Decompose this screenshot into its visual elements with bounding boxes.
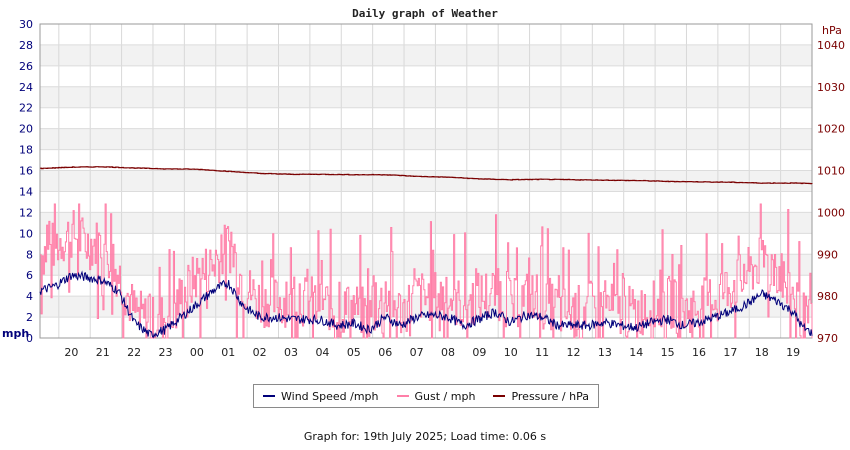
legend-label-wind: Wind Speed /mph <box>281 389 379 403</box>
gust-series-line <box>40 203 813 339</box>
x-tick-label: 21 <box>96 346 110 359</box>
y-left-tick-label: 4 <box>26 290 33 303</box>
grid-band <box>40 275 812 297</box>
y-left-unit: mph <box>2 327 29 340</box>
grid-band <box>40 191 812 213</box>
y-left-tick-label: 28 <box>19 39 33 52</box>
x-tick-label: 06 <box>378 346 392 359</box>
x-tick-label: 17 <box>723 346 737 359</box>
grid-band <box>40 254 812 276</box>
x-tick-label: 09 <box>472 346 486 359</box>
grid-band <box>40 317 812 338</box>
y-left-tick-label: 18 <box>19 144 33 157</box>
x-tick-label: 05 <box>347 346 361 359</box>
x-tick-label: 08 <box>441 346 455 359</box>
x-tick-label: 22 <box>127 346 141 359</box>
y-left-tick-label: 20 <box>19 123 33 136</box>
x-tick-label: 16 <box>692 346 706 359</box>
plot-frame <box>39 23 813 339</box>
legend-item-pressure: Pressure / hPa <box>493 390 589 403</box>
grid-band <box>40 107 812 129</box>
legend-label-pressure: Pressure / hPa <box>511 389 589 403</box>
y-right-tick-label: 980 <box>817 290 838 303</box>
grid-band <box>40 86 812 108</box>
y-left-tick-label: 24 <box>19 81 33 94</box>
y-right-tick-label: 970 <box>817 332 838 345</box>
y-left-tick-label: 2 <box>26 311 33 324</box>
grid-band <box>40 128 812 150</box>
legend-item-gust: Gust / mph <box>396 389 476 403</box>
legend-label-gust: Gust / mph <box>414 389 476 403</box>
x-tick-label: 01 <box>221 346 235 359</box>
x-tick-label: 02 <box>253 346 267 359</box>
x-tick-label: 19 <box>786 346 800 359</box>
grid-band <box>40 24 812 45</box>
legend-swatch-pressure <box>493 395 506 397</box>
wind-speed-series-line <box>39 270 813 339</box>
y-left-tick-label: 12 <box>19 206 33 219</box>
grid-band <box>40 149 812 171</box>
y-right-tick-label: 1030 <box>817 81 845 94</box>
y-left-tick-label: 16 <box>19 165 33 178</box>
y-right-tick-label: 1000 <box>817 206 845 219</box>
y-right-tick-label: 990 <box>817 248 838 261</box>
y-left-tick-label: 14 <box>19 185 33 198</box>
y-left-tick-label: 0 <box>26 332 33 345</box>
legend-swatch-wind <box>263 395 275 397</box>
x-tick-label: 07 <box>410 346 424 359</box>
x-tick-label: 00 <box>190 346 204 359</box>
grid-band <box>40 212 812 234</box>
chart-title: Daily graph of Weather <box>352 7 498 20</box>
y-left-tick-label: 8 <box>26 248 33 261</box>
y-right-tick-label: 1020 <box>817 123 845 136</box>
x-tick-label: 11 <box>535 346 549 359</box>
x-tick-label: 23 <box>159 346 173 359</box>
y-left-tick-label: 10 <box>19 227 33 240</box>
x-tick-label: 12 <box>566 346 580 359</box>
x-tick-label: 18 <box>755 346 769 359</box>
y-left-tick-label: 6 <box>26 269 33 282</box>
x-tick-label: 20 <box>64 346 78 359</box>
x-tick-label: 04 <box>315 346 329 359</box>
y-left-tick-label: 22 <box>19 102 33 115</box>
pressure-series-line <box>40 166 813 185</box>
x-tick-label: 10 <box>504 346 518 359</box>
x-tick-label: 14 <box>629 346 643 359</box>
legend: Wind Speed /mph Gust / mph Pressure / hP… <box>253 384 599 408</box>
grid-band <box>40 233 812 255</box>
y-right-tick-label: 1010 <box>817 165 845 178</box>
x-tick-label: 15 <box>661 346 675 359</box>
y-left-tick-label: 26 <box>19 60 33 73</box>
legend-item-wind: Wind Speed /mph <box>263 390 379 403</box>
grid-band <box>40 170 812 192</box>
footer-text: Graph for: 19th July 2025; Load time: 0.… <box>303 430 547 443</box>
y-left-tick-label: 30 <box>19 18 33 31</box>
y-right-tick-label: 1040 <box>817 39 845 52</box>
legend-swatch-gust <box>396 395 409 397</box>
x-tick-label: 13 <box>598 346 612 359</box>
x-tick-label: 03 <box>284 346 298 359</box>
grid-band <box>40 65 812 87</box>
grid-band <box>40 44 812 66</box>
y-right-unit: hPa <box>822 24 842 37</box>
